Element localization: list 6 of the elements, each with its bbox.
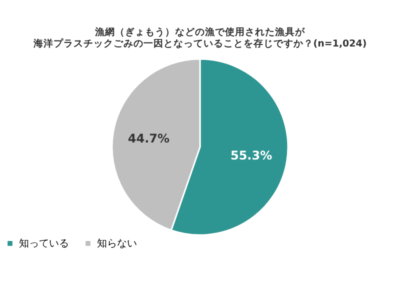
text: 漁網（ぎょもう）などの漁で使用された漁具が	[95, 27, 305, 38]
data-label: 44.7%	[128, 131, 170, 146]
legend-label: 知らない	[97, 237, 137, 250]
text: 海洋プラスチックごみの一因となっていることを存じですか？(n=1,024)	[33, 38, 367, 50]
legend-label: 知っている	[19, 237, 69, 250]
data-label: 55.3%	[230, 148, 272, 163]
